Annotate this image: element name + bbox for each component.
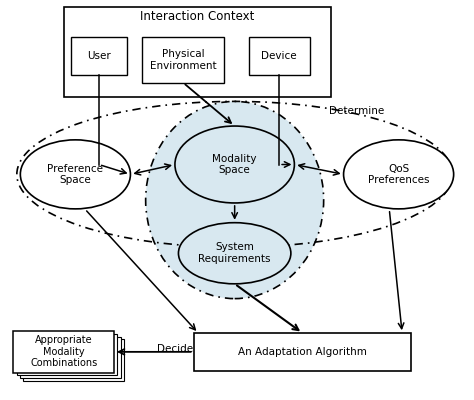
Text: Interaction Context: Interaction Context [140, 10, 255, 23]
FancyBboxPatch shape [142, 37, 224, 83]
FancyBboxPatch shape [20, 337, 120, 378]
Text: QoS
Preferences: QoS Preferences [368, 164, 429, 185]
Ellipse shape [178, 223, 291, 284]
Ellipse shape [146, 101, 324, 299]
Text: Device: Device [261, 51, 297, 61]
FancyBboxPatch shape [17, 334, 117, 375]
FancyBboxPatch shape [23, 340, 124, 381]
FancyBboxPatch shape [64, 7, 331, 98]
Text: Physical
Environment: Physical Environment [150, 49, 217, 71]
Text: An Adaptation Algorithm: An Adaptation Algorithm [238, 347, 367, 357]
Ellipse shape [20, 140, 130, 209]
Text: System
Requirements: System Requirements [199, 242, 271, 264]
Text: User: User [87, 51, 111, 61]
Ellipse shape [344, 140, 454, 209]
FancyBboxPatch shape [13, 331, 114, 372]
Text: Preference
Space: Preference Space [47, 164, 103, 185]
FancyBboxPatch shape [249, 37, 310, 75]
FancyBboxPatch shape [71, 37, 127, 75]
Text: Decide: Decide [157, 344, 193, 354]
Text: Determine: Determine [329, 106, 384, 116]
FancyBboxPatch shape [194, 333, 411, 370]
Ellipse shape [175, 126, 294, 203]
Text: Modality
Space: Modality Space [212, 154, 257, 175]
Text: Appropriate
Modality
Combinations: Appropriate Modality Combinations [30, 335, 97, 368]
